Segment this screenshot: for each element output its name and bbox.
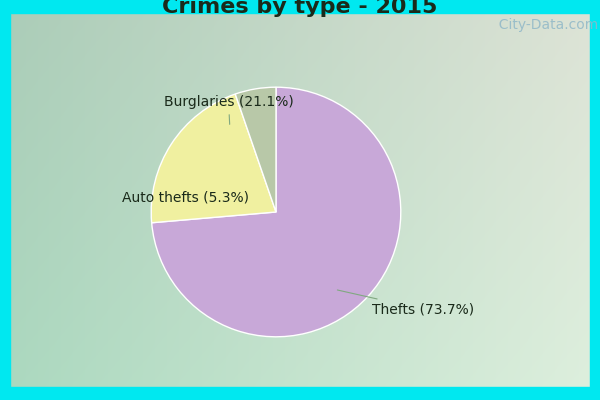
Text: Burglaries (21.1%): Burglaries (21.1%)	[164, 95, 293, 124]
Text: City-Data.com: City-Data.com	[490, 18, 598, 32]
Text: Thefts (73.7%): Thefts (73.7%)	[337, 290, 474, 316]
Wedge shape	[235, 87, 276, 212]
Wedge shape	[152, 87, 401, 337]
Wedge shape	[151, 94, 276, 223]
Text: Auto thefts (5.3%): Auto thefts (5.3%)	[122, 190, 250, 204]
Text: Crimes by type - 2015: Crimes by type - 2015	[163, 0, 437, 17]
